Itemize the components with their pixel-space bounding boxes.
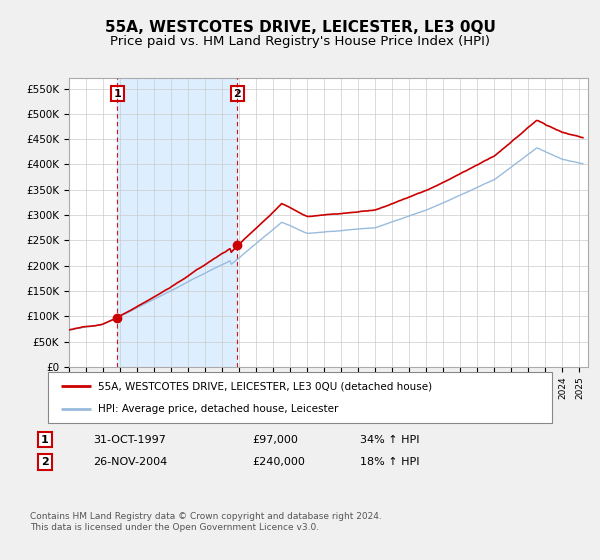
Text: 34% ↑ HPI: 34% ↑ HPI	[360, 435, 419, 445]
Text: 2: 2	[41, 457, 49, 467]
Text: £97,000: £97,000	[252, 435, 298, 445]
Text: 1: 1	[41, 435, 49, 445]
Text: 1: 1	[113, 88, 121, 99]
Text: 55A, WESTCOTES DRIVE, LEICESTER, LE3 0QU: 55A, WESTCOTES DRIVE, LEICESTER, LE3 0QU	[104, 20, 496, 35]
Bar	[117, 78, 238, 367]
Text: 55A, WESTCOTES DRIVE, LEICESTER, LE3 0QU (detached house): 55A, WESTCOTES DRIVE, LEICESTER, LE3 0QU…	[98, 381, 433, 391]
FancyBboxPatch shape	[48, 372, 552, 423]
Text: £240,000: £240,000	[252, 457, 305, 467]
Text: Contains HM Land Registry data © Crown copyright and database right 2024.
This d: Contains HM Land Registry data © Crown c…	[30, 512, 382, 532]
Text: 2: 2	[233, 88, 241, 99]
Text: 18% ↑ HPI: 18% ↑ HPI	[360, 457, 419, 467]
Text: Price paid vs. HM Land Registry's House Price Index (HPI): Price paid vs. HM Land Registry's House …	[110, 35, 490, 48]
Text: HPI: Average price, detached house, Leicester: HPI: Average price, detached house, Leic…	[98, 404, 339, 414]
Text: 26-NOV-2004: 26-NOV-2004	[93, 457, 167, 467]
Text: 31-OCT-1997: 31-OCT-1997	[93, 435, 166, 445]
